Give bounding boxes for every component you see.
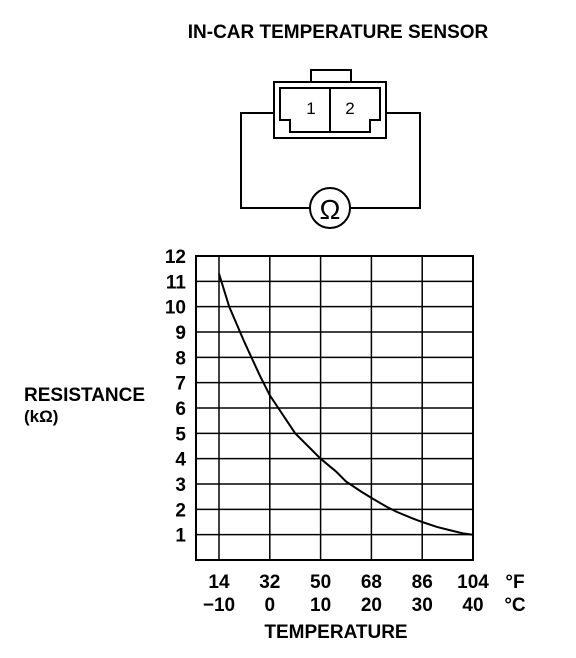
x-tick-label-fahrenheit: 50 [310,572,331,593]
y-tick-label: 10 [165,298,186,319]
ohmmeter-icon [309,187,351,229]
y-tick-label: 1 [175,526,186,547]
x-tick-label-fahrenheit: 86 [412,572,433,593]
y-tick-labels: 12 11 10 9 8 7 6 5 4 3 2 1 [165,247,187,547]
connector-body [273,81,387,139]
x-tick-label-celsius: 0 [265,595,276,616]
y-tick-label: 6 [175,399,186,420]
x-unit-celsius: °C [504,595,526,616]
pin-1-label: 1 [306,99,315,118]
y-tick-label: 11 [166,272,187,293]
x-tick-label-celsius: −10 [203,595,235,616]
x-tick-label-fahrenheit: 32 [259,572,280,593]
connector-cavity [279,87,381,133]
ohmmeter-leads [240,112,421,209]
lead-left [240,112,310,209]
y-tick-label: 8 [175,348,186,369]
x-tick-label-celsius: 40 [462,595,483,616]
ohm-symbol: Ω [320,194,341,225]
lead-right [350,112,421,209]
x-tick-label-celsius: 10 [310,595,331,616]
y-tick-label: 4 [175,450,186,471]
y-tick-label: 9 [175,323,186,344]
x-tick-label-celsius: 20 [361,595,382,616]
x-tick-label-celsius: 30 [412,595,433,616]
x-tick-label-fahrenheit: 14 [208,572,230,593]
y-tick-label: 2 [175,500,186,521]
resistance-curve [218,273,474,536]
y-tick-label: 5 [175,424,186,445]
y-tick-label: 7 [175,374,186,395]
sensor-connector [273,69,387,139]
connector-latch [310,69,352,83]
y-tick-label: 12 [165,247,186,268]
diagram-title: IN-CAR TEMPERATURE SENSOR [188,22,489,43]
y-axis-unit: (kΩ) [24,407,58,426]
pin-2-label: 2 [345,99,354,118]
x-unit-fahrenheit: °F [505,572,524,593]
y-tick-label: 3 [175,475,186,496]
chart-grid [195,255,474,561]
y-axis-label: RESISTANCE [24,385,145,406]
x-tick-label-fahrenheit: 104 [457,572,489,593]
x-tick-label-fahrenheit: 68 [361,572,382,593]
x-axis-label: TEMPERATURE [264,622,407,643]
